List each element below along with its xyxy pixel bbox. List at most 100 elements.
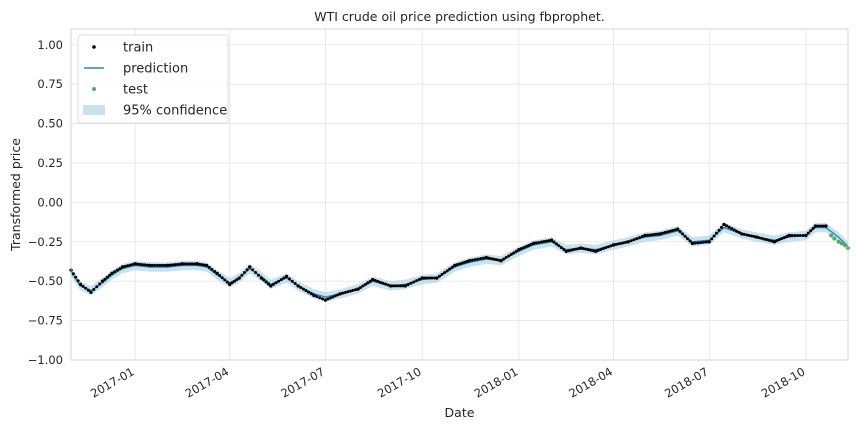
train-point bbox=[299, 285, 303, 289]
train-point bbox=[754, 235, 759, 239]
train-point bbox=[363, 282, 367, 286]
train-point bbox=[574, 247, 578, 251]
train-point bbox=[406, 283, 410, 287]
train-point bbox=[671, 229, 675, 233]
train-point bbox=[722, 222, 726, 227]
train-point bbox=[113, 270, 117, 274]
train-point bbox=[92, 287, 96, 291]
y-tick-label: −0.50 bbox=[28, 274, 63, 288]
chart-title: WTI crude oil price prediction using fbp… bbox=[314, 9, 604, 24]
train-point bbox=[356, 287, 360, 291]
train-point bbox=[648, 233, 652, 237]
train-point bbox=[742, 232, 746, 236]
train-point bbox=[368, 279, 372, 283]
train-point bbox=[476, 257, 480, 261]
train-point bbox=[581, 247, 585, 251]
train-point bbox=[544, 239, 548, 243]
train-point bbox=[796, 233, 800, 237]
train-point bbox=[207, 265, 211, 269]
train-point bbox=[171, 263, 175, 267]
train-point bbox=[193, 262, 197, 266]
train-point bbox=[757, 236, 761, 240]
train-point bbox=[391, 284, 395, 288]
train-point bbox=[509, 252, 513, 256]
train-point bbox=[158, 263, 162, 267]
train-point bbox=[492, 257, 496, 261]
train-point bbox=[650, 233, 654, 237]
train-point bbox=[333, 294, 337, 298]
train-point bbox=[140, 263, 144, 267]
train-point bbox=[448, 267, 452, 271]
train-point bbox=[819, 224, 823, 228]
train-point bbox=[326, 297, 330, 301]
train-point bbox=[637, 236, 641, 240]
train-point bbox=[230, 281, 234, 285]
train-point bbox=[519, 247, 523, 251]
train-point bbox=[185, 262, 189, 266]
train-point bbox=[312, 293, 316, 298]
train-point bbox=[482, 256, 486, 260]
train-point bbox=[668, 229, 672, 233]
train-point bbox=[131, 262, 135, 266]
train-point bbox=[346, 290, 350, 294]
train-point bbox=[809, 229, 813, 233]
train-point bbox=[702, 240, 706, 244]
train-point bbox=[435, 276, 439, 280]
train-point bbox=[606, 245, 610, 249]
train-point bbox=[264, 280, 268, 284]
train-point bbox=[290, 279, 294, 283]
train-point bbox=[502, 257, 506, 261]
train-point bbox=[787, 233, 791, 238]
train-point bbox=[84, 286, 88, 290]
y-tick-label: −0.25 bbox=[28, 235, 63, 249]
train-point bbox=[398, 284, 402, 288]
y-tick-labels: 1.00 0.75 0.50 0.25 0.00 −0.25 −0.50 −0.75 −1.00 bbox=[28, 38, 63, 367]
train-point bbox=[576, 247, 580, 251]
train-point bbox=[635, 237, 639, 241]
train-point bbox=[279, 278, 283, 282]
train-point bbox=[494, 258, 498, 262]
train-point bbox=[821, 224, 825, 228]
train-point bbox=[552, 240, 556, 244]
train-point bbox=[562, 247, 566, 251]
train-point bbox=[640, 235, 644, 239]
train-point bbox=[793, 233, 797, 237]
train-point bbox=[801, 233, 805, 237]
train-point bbox=[646, 233, 650, 237]
train-point bbox=[245, 268, 249, 272]
legend-label: test bbox=[123, 83, 148, 98]
train-point bbox=[696, 241, 700, 245]
train-point bbox=[445, 269, 449, 273]
train-point bbox=[215, 271, 219, 276]
train-point bbox=[251, 268, 255, 272]
train-point bbox=[271, 282, 275, 286]
train-point bbox=[497, 258, 501, 262]
train-point bbox=[143, 263, 147, 267]
train-point bbox=[153, 263, 157, 267]
train-point bbox=[453, 263, 457, 268]
train-point bbox=[89, 290, 93, 294]
train-point bbox=[213, 269, 217, 273]
y-tick-label: 0.00 bbox=[37, 195, 63, 209]
train-point bbox=[220, 276, 224, 280]
train-point bbox=[707, 240, 711, 244]
train-point bbox=[760, 236, 764, 240]
train-point bbox=[678, 230, 682, 234]
train-point bbox=[284, 274, 289, 279]
train-point bbox=[166, 263, 170, 268]
train-point bbox=[81, 284, 85, 288]
train-point bbox=[534, 241, 538, 245]
train-point bbox=[235, 278, 239, 282]
train-point bbox=[71, 272, 75, 276]
train-point bbox=[601, 247, 605, 251]
train-point bbox=[693, 241, 697, 245]
train-point bbox=[417, 277, 421, 281]
train-point bbox=[487, 256, 491, 260]
train-point bbox=[123, 264, 127, 268]
train-point bbox=[150, 263, 154, 267]
train-point bbox=[675, 227, 680, 231]
train-point bbox=[315, 295, 319, 299]
train-point bbox=[384, 282, 388, 286]
train-point bbox=[683, 234, 687, 238]
train-point bbox=[484, 255, 489, 260]
